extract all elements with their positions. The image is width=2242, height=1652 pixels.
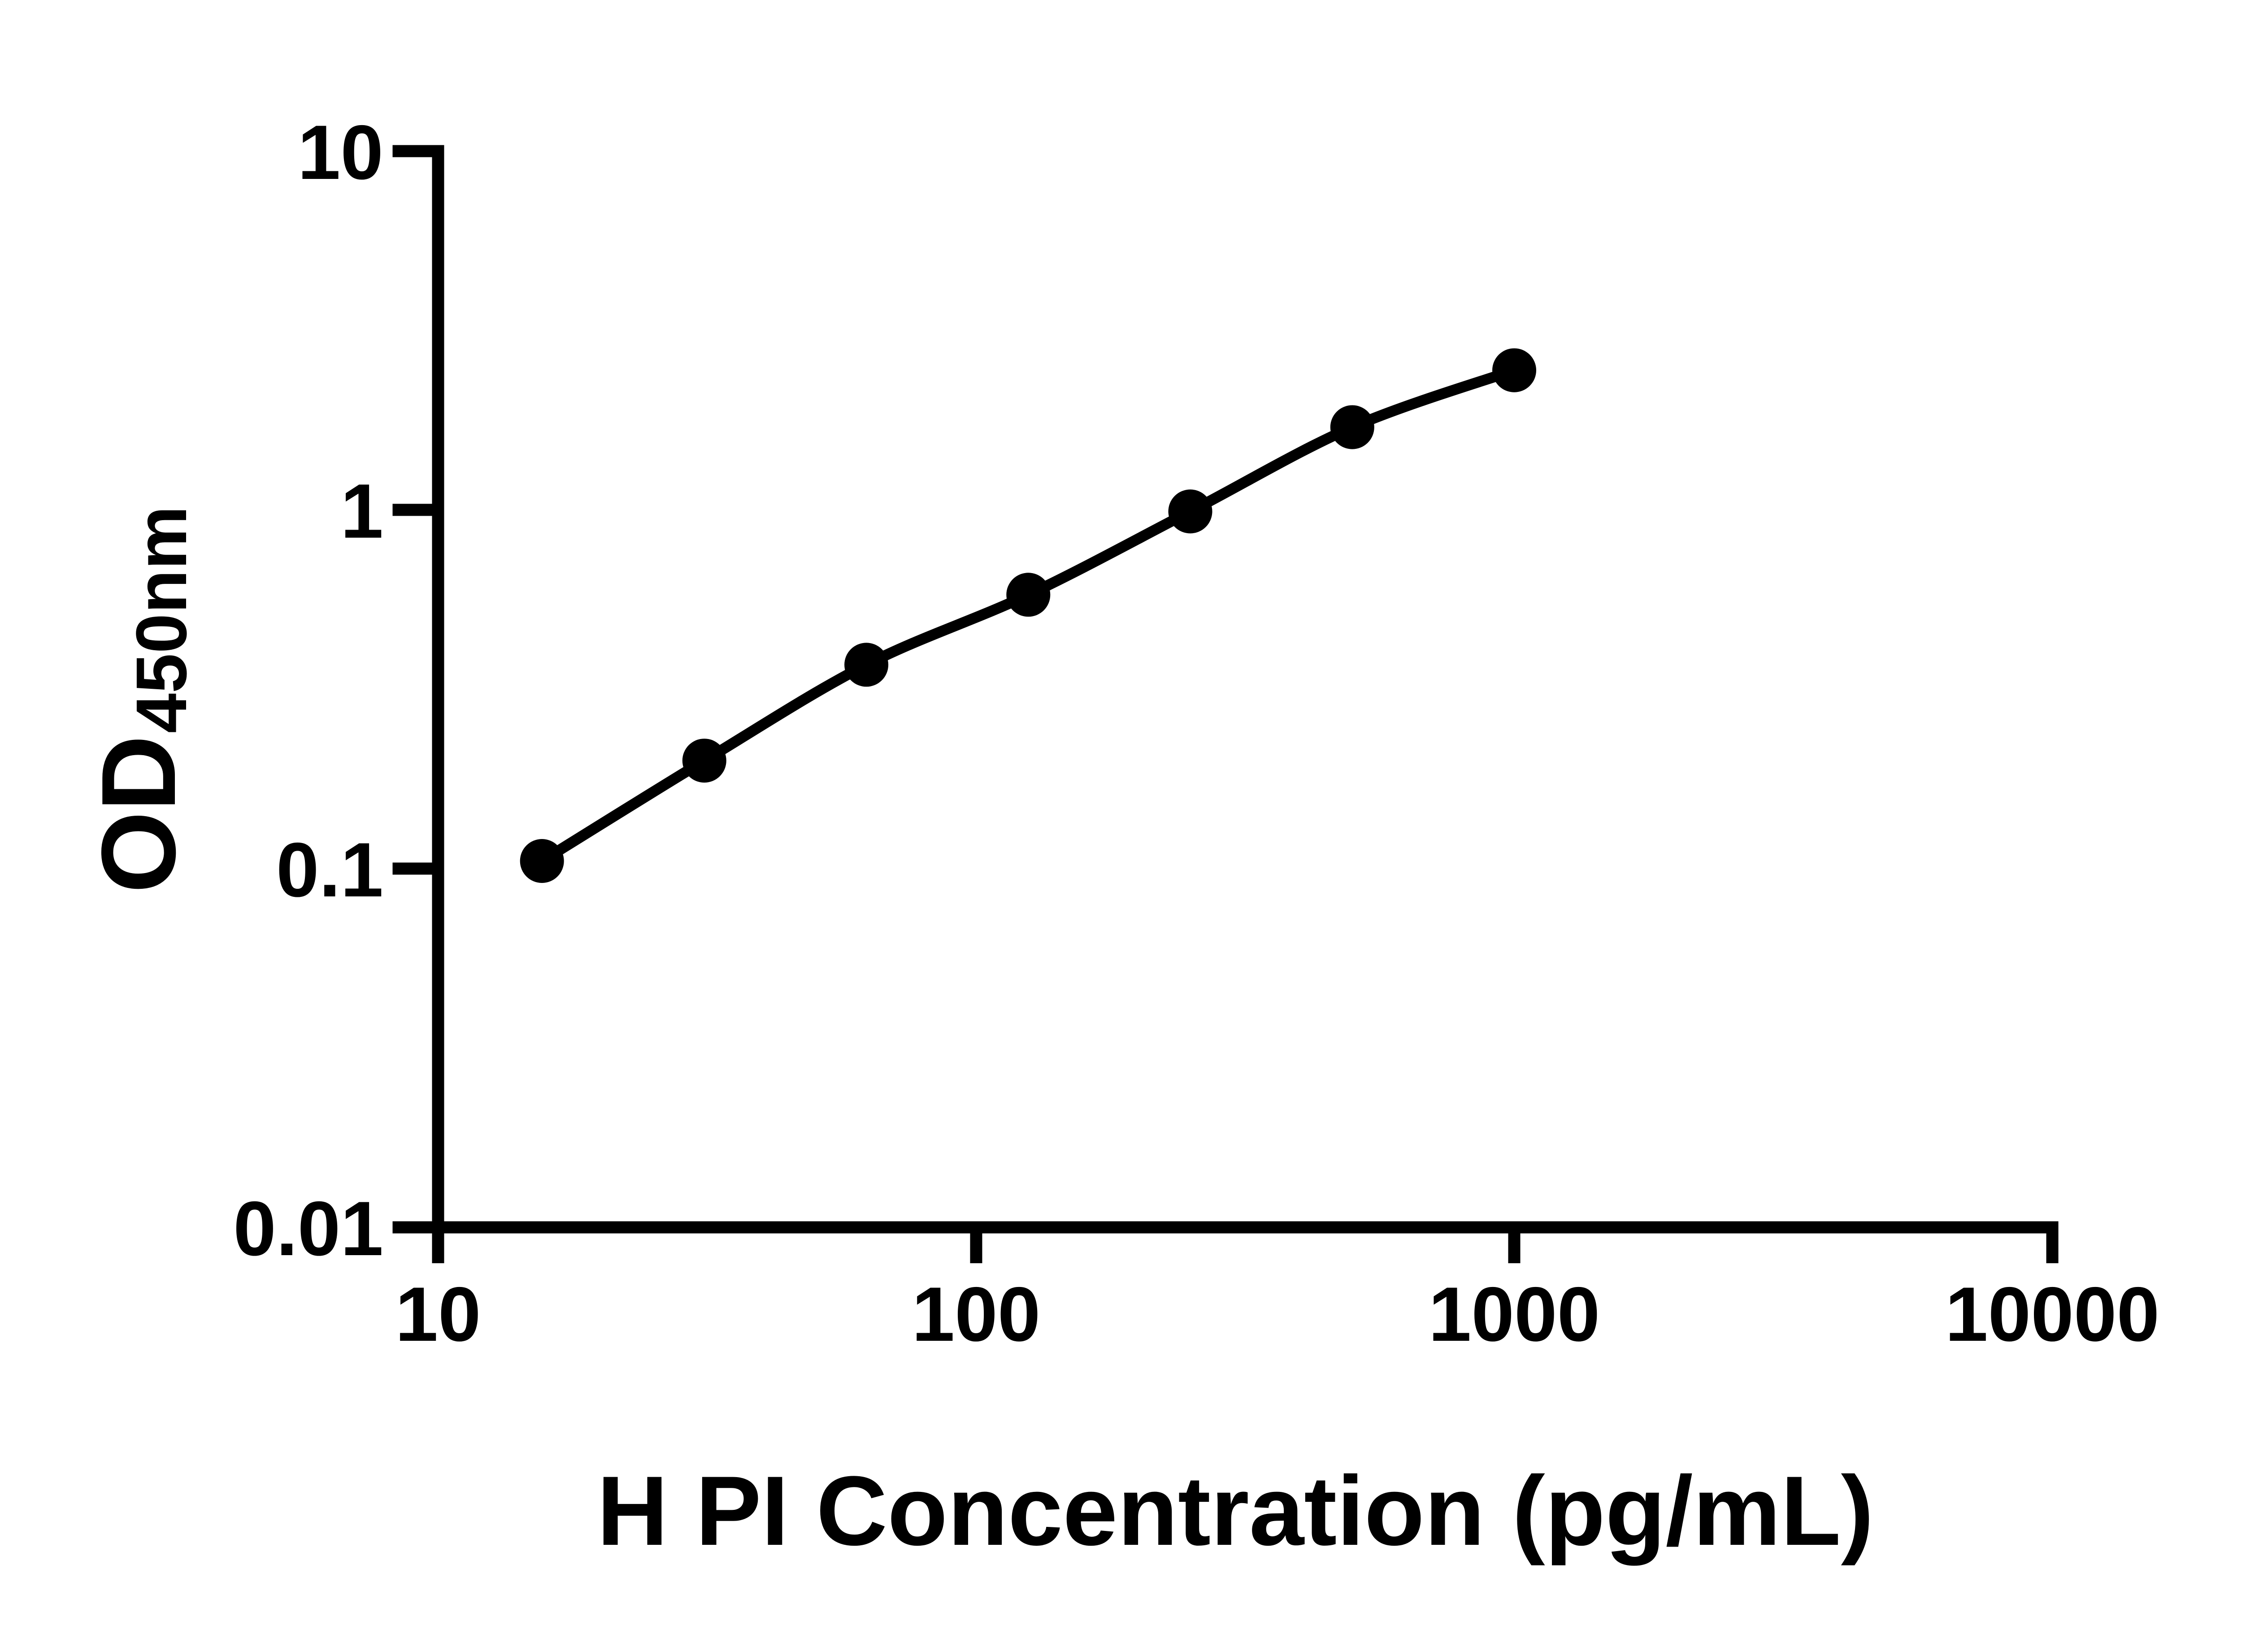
standard-curve-point-4 xyxy=(1168,489,1212,534)
x-tick-1000 xyxy=(1508,1221,1521,1263)
x-tick-label-1000: 1000 xyxy=(1429,1271,1600,1357)
data-series xyxy=(520,348,1536,883)
standard-curve-point-3 xyxy=(1006,573,1051,617)
y-tick-10 xyxy=(392,145,432,157)
x-axis-title: H PI Concentration (pg/mL) xyxy=(597,1456,1874,1566)
standard-curve-point-2 xyxy=(844,643,889,687)
standard-curve-point-6 xyxy=(1492,348,1536,392)
x-axis-ticks: 10 100 1000 10000 xyxy=(395,1221,2159,1357)
y-tick-label-10: 10 xyxy=(298,109,383,196)
y-tick-1 xyxy=(392,504,432,516)
y-tick-label-0.01: 0.01 xyxy=(233,1186,383,1272)
x-tick-label-10: 10 xyxy=(395,1271,481,1357)
x-tick-10 xyxy=(432,1221,444,1263)
y-axis-title-subscript: 450nm xyxy=(121,506,201,733)
y-axis-title: OD 450nm xyxy=(79,506,201,893)
x-axis-line xyxy=(432,1221,2059,1234)
y-axis-line xyxy=(432,145,444,1234)
axes xyxy=(432,145,2059,1234)
standard-curve-point-1 xyxy=(682,739,726,783)
y-axis-title-main: OD xyxy=(79,735,197,893)
y-tick-label-1: 1 xyxy=(340,468,383,554)
y-tick-0.01 xyxy=(392,1221,432,1234)
x-tick-100 xyxy=(970,1221,982,1263)
x-tick-10000 xyxy=(2046,1221,2059,1263)
x-tick-label-100: 100 xyxy=(912,1271,1041,1357)
standard-curve-point-0 xyxy=(520,839,564,883)
x-tick-label-10000: 10000 xyxy=(1945,1271,2159,1357)
y-tick-label-0.1: 0.1 xyxy=(276,827,383,913)
y-tick-0.1 xyxy=(392,862,432,875)
y-axis-ticks: 10 1 0.1 0.01 xyxy=(233,109,432,1272)
standard-curve-point-5 xyxy=(1330,405,1374,449)
